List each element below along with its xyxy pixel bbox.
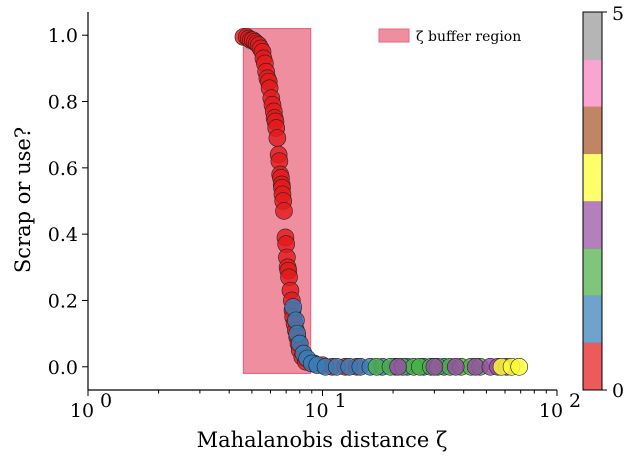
colorbar-min-label: 0: [612, 380, 624, 402]
data-point-class-4: [510, 357, 529, 376]
y-tick-label: 1.0: [48, 25, 78, 47]
colorbar-max-label: 5: [612, 3, 624, 25]
colorbar-frame: [582, 11, 603, 391]
x-ticks: 10 0 10 1 10 2: [70, 390, 581, 422]
data-point-class-0: [275, 202, 293, 220]
x-tick-label: 10: [539, 400, 563, 422]
colorbar-segment: [583, 153, 602, 202]
y-tick-label: 0.8: [48, 92, 78, 114]
x-tick-label-exponent: 2: [569, 390, 581, 412]
colorbar-segment: [583, 342, 602, 391]
x-tick-label: 10: [70, 400, 94, 422]
y-tick-label: 0.0: [48, 357, 78, 379]
y-tick-label: 0.6: [48, 158, 78, 180]
x-axis-title: Mahalanobis distance ζ: [197, 428, 448, 452]
legend-swatch: [378, 28, 410, 43]
axes-layer: [87, 12, 557, 391]
colorbar-segment: [583, 59, 602, 107]
colorbar-segment: [583, 106, 602, 155]
data-point-class-3: [389, 357, 407, 376]
legend-label: ζ buffer region: [416, 29, 521, 45]
y-ticks: 0.0 0.2 0.4 0.6 0.8 1.0: [48, 25, 88, 379]
x-tick-label: 10: [304, 400, 328, 422]
colorbar-segment: [583, 295, 602, 344]
data-points-layer: [234, 28, 529, 376]
colorbar-segment: [583, 12, 602, 60]
colorbar-segment: [583, 201, 602, 249]
x-tick-label-exponent: 1: [335, 390, 347, 412]
y-tick-label: 0.4: [48, 224, 78, 246]
colorbar-segment: [583, 248, 602, 296]
data-point-class-3: [425, 357, 444, 376]
data-point-class-3: [446, 357, 465, 376]
colorbar: [582, 11, 607, 391]
x-tick-label-exponent: 0: [100, 390, 112, 412]
legend: ζ buffer region: [378, 28, 521, 45]
y-tick-label: 0.2: [48, 290, 78, 312]
data-point-class-0: [268, 129, 287, 147]
y-axis-title: Scrap or use?: [11, 127, 35, 273]
